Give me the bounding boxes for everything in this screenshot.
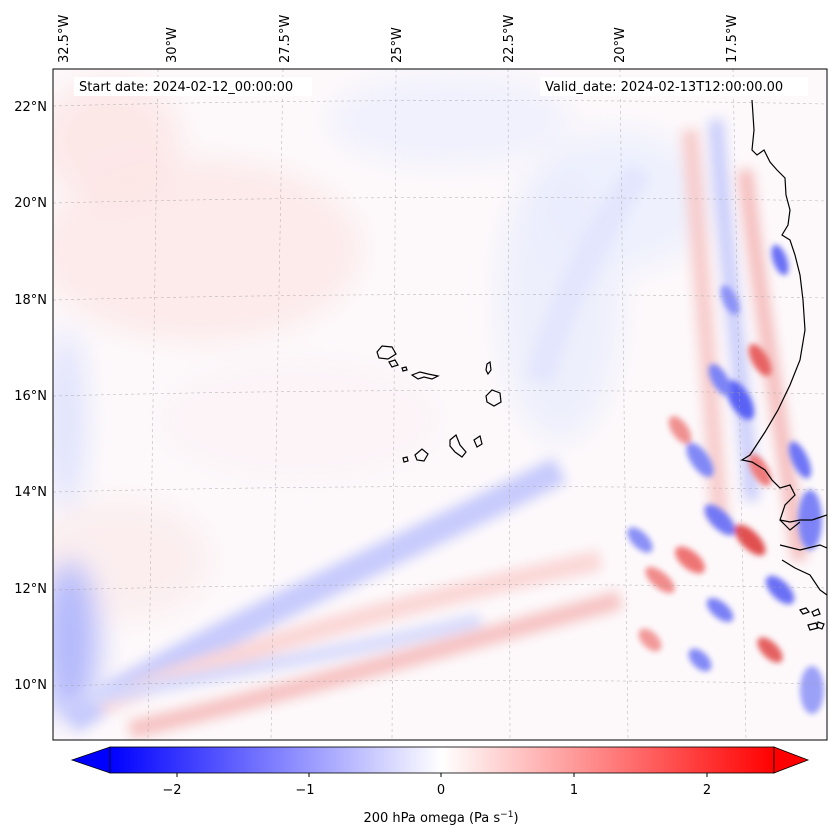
lat-label: 14°N bbox=[14, 485, 47, 500]
guinea-bissau-coast bbox=[781, 559, 827, 596]
colorbar: −2 −1 0 1 2 200 hPa omega (Pa s−1) bbox=[70, 746, 810, 826]
colorbar-tick-label: 1 bbox=[570, 783, 578, 798]
santiago-island bbox=[449, 434, 467, 458]
gambia-river bbox=[779, 519, 827, 551]
longitude-labels: 32.5°W 30°W 27.5°W 25°W 22.5°W 20°W 17.5… bbox=[57, 15, 740, 63]
start-date-text: Start date: 2024-02-12_00:00:00 bbox=[79, 80, 293, 95]
map-panel: Start date: 2024-02-12_00:00:00 Valid_da… bbox=[53, 69, 827, 740]
maio-island bbox=[473, 435, 483, 448]
santa-luzia-island bbox=[401, 366, 408, 372]
latitude-labels: 22°N 20°N 18°N 16°N 14°N 12°N 10°N bbox=[14, 100, 47, 693]
valid-date-box bbox=[540, 77, 808, 96]
valid-date-text: Valid_date: 2024-02-13T12:00:00.00 bbox=[545, 80, 783, 95]
lat-label: 20°N bbox=[14, 196, 47, 211]
colorbar-tick-label: −1 bbox=[295, 783, 314, 798]
lat-label: 22°N bbox=[14, 100, 47, 115]
graticule bbox=[53, 69, 827, 740]
colorbar-label-suffix: ) bbox=[513, 811, 518, 826]
lon-label: 27.5°W bbox=[278, 15, 293, 63]
colorbar-ticks bbox=[176, 773, 708, 777]
sao-nicolau-island bbox=[410, 371, 440, 380]
colorbar-tick-label: 2 bbox=[703, 783, 711, 798]
lat-label: 16°N bbox=[14, 389, 47, 404]
lon-label: 20°W bbox=[613, 27, 628, 63]
colorbar-tick-label: 0 bbox=[437, 783, 445, 798]
start-date-box bbox=[74, 77, 312, 96]
santo-antao-island bbox=[376, 345, 397, 360]
coastlines bbox=[376, 99, 827, 631]
lon-label: 30°W bbox=[165, 27, 180, 63]
lon-label: 17.5°W bbox=[725, 15, 740, 63]
colorbar-tick-labels: −2 −1 0 1 2 bbox=[162, 783, 711, 798]
omega-coastal-waves bbox=[627, 244, 824, 714]
colorbar-label-exponent: −1 bbox=[500, 810, 513, 820]
colorbar-gradient bbox=[109, 746, 775, 774]
lon-label: 22.5°W bbox=[502, 15, 517, 63]
colorbar-label-prefix: 200 hPa omega (Pa s bbox=[363, 811, 500, 826]
colorbar-extend-max bbox=[773, 746, 810, 774]
boa-vista-island bbox=[485, 389, 502, 407]
sao-vicente-island bbox=[388, 359, 399, 368]
lon-label: 32.5°W bbox=[57, 15, 72, 63]
africa-coastline bbox=[740, 99, 827, 523]
brava-island bbox=[402, 456, 409, 463]
lon-label: 25°W bbox=[390, 27, 405, 63]
fogo-island bbox=[414, 448, 429, 462]
date-info: Start date: 2024-02-12_00:00:00 Valid_da… bbox=[74, 77, 808, 96]
colorbar-label: 200 hPa omega (Pa s−1) bbox=[363, 810, 518, 826]
colorbar-extend-min bbox=[70, 746, 111, 774]
sal-island bbox=[485, 360, 492, 376]
map-frame bbox=[52, 68, 828, 741]
colorbar-tick-label: −2 bbox=[162, 783, 181, 798]
lat-label: 12°N bbox=[14, 582, 47, 597]
lat-label: 18°N bbox=[14, 293, 47, 308]
lat-label: 10°N bbox=[14, 678, 47, 693]
bijagos-islands bbox=[799, 607, 825, 631]
